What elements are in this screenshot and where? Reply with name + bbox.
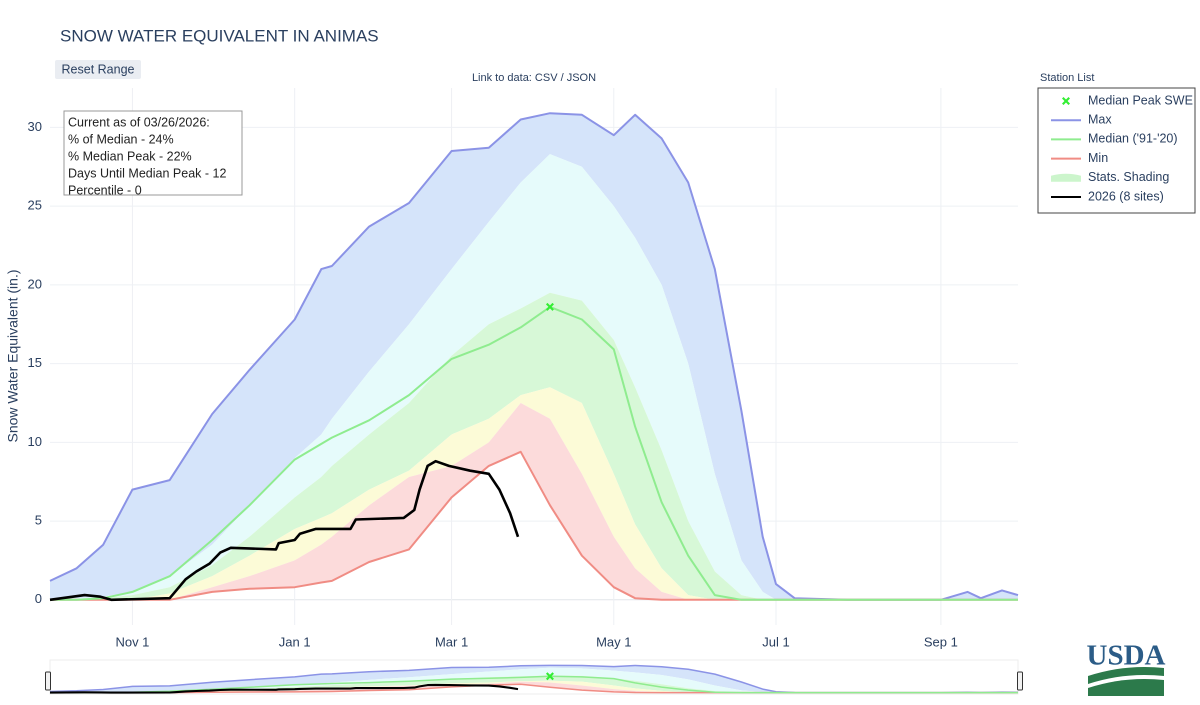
- band: [50, 113, 1018, 600]
- mini-band: [50, 667, 1018, 693]
- info-line: Percentile - 0: [68, 183, 142, 197]
- band: [50, 292, 1018, 600]
- y-tick-label: 30: [28, 119, 42, 134]
- reset-button-label[interactable]: Reset Range: [62, 62, 135, 76]
- band: [50, 402, 1018, 600]
- info-line: % of Median - 24%: [68, 132, 174, 146]
- legend: Median Peak SWE Max Median ('91-'20) Min Sta…: [1037, 87, 1196, 214]
- slider-handle[interactable]: [45, 671, 51, 691]
- x-tick-label: Nov 1: [115, 634, 149, 649]
- y-tick-label: 5: [35, 513, 42, 528]
- y-tick-label: 15: [28, 355, 42, 370]
- y-tick-label: 20: [28, 276, 42, 291]
- mini-marker: [545, 672, 554, 681]
- logo-swoosh: [1088, 667, 1164, 684]
- x-tick-label: Sep 1: [924, 634, 958, 649]
- mini-band: [50, 681, 1018, 693]
- marker: [545, 302, 554, 311]
- info-line: Days Until Median Peak - 12: [68, 166, 226, 180]
- legend-frame: [1037, 87, 1196, 214]
- info-line: % Median Peak - 22%: [68, 149, 192, 163]
- x-tick-label: Jan 1: [279, 634, 311, 649]
- usda-logo: USDA: [1087, 640, 1166, 696]
- band: [50, 387, 1018, 600]
- reset-button[interactable]: [55, 60, 141, 79]
- y-tick-label: 10: [28, 434, 42, 449]
- slider-handle[interactable]: [1017, 671, 1023, 691]
- plot-area: [49, 88, 1019, 625]
- y-tick-label: 0: [35, 591, 42, 606]
- chart-title: SNOW WATER EQUIVALENT IN ANIMAS: [60, 26, 379, 45]
- legend-symbol: [1051, 173, 1081, 182]
- y-axis-title: Snow Water Equivalent (in.): [5, 270, 21, 443]
- x-tick-label: May 1: [596, 634, 631, 649]
- logo-text: USDA: [1087, 640, 1166, 672]
- band: [50, 154, 1018, 600]
- mini-band: [50, 665, 1018, 693]
- data-link[interactable]: Link to data: CSV / JSON: [472, 72, 596, 84]
- station-list[interactable]: Station List: [1040, 72, 1094, 84]
- info-line: Current as of 03/26/2026:: [68, 115, 210, 129]
- line: [50, 305, 1018, 601]
- info-box: Current as of 03/26/2026: % of Median - 2…: [63, 110, 243, 197]
- legend-label: 2026 (8 sites): [1088, 189, 1164, 203]
- legend-label: Max: [1088, 112, 1112, 126]
- mini-line: [49, 683, 519, 694]
- info-frame: [63, 110, 243, 196]
- legend-label: Min: [1088, 151, 1108, 165]
- y-tick-label: 25: [28, 198, 42, 213]
- legend-label: Median Peak SWE: [1088, 93, 1193, 107]
- logo-swoosh: [1088, 679, 1164, 696]
- mini-line: [50, 675, 1018, 694]
- x-tick-label: Mar 1: [435, 634, 468, 649]
- legend-label: Stats. Shading: [1088, 170, 1169, 184]
- legend-symbol: [1062, 97, 1070, 105]
- range-slider: [45, 659, 1023, 695]
- x-tick-label: Jul 1: [762, 634, 789, 649]
- legend-label: Median ('91-'20): [1088, 132, 1178, 146]
- line: [49, 459, 520, 602]
